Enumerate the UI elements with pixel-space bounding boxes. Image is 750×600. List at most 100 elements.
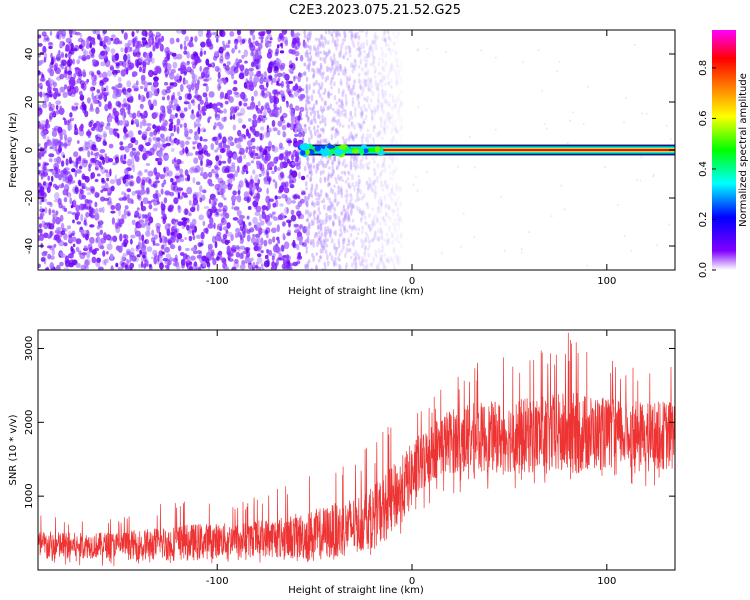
faint-noise-cell [308, 35, 312, 41]
faint-noise-cell [353, 79, 356, 86]
faint-noise-cell [339, 227, 343, 232]
faint-noise-cell [383, 155, 387, 163]
noise-cell [260, 237, 264, 245]
noise-cell [139, 85, 144, 90]
faint-noise-cell [327, 205, 331, 209]
faint-noise-cell [370, 223, 374, 229]
faint-noise-cell [318, 211, 322, 215]
noise-cell [288, 64, 293, 69]
faint-noise-cell [309, 163, 313, 168]
faint-noise-cell [359, 106, 363, 111]
faint-noise-cell [350, 225, 354, 232]
noise-cell [98, 221, 101, 228]
noise-cell [267, 162, 274, 167]
faint-noise-cell [307, 97, 310, 104]
noise-cell [183, 45, 188, 51]
noise-cell [102, 250, 106, 257]
noise-cell [202, 111, 207, 116]
faint-noise-cell [372, 234, 376, 240]
noise-cell [291, 200, 297, 204]
faint-noise-cell [313, 115, 316, 122]
noise-cell [128, 173, 131, 181]
noise-cell [38, 263, 41, 268]
noise-cell [259, 214, 262, 222]
noise-cell [203, 206, 210, 209]
faint-noise-cell [384, 43, 388, 48]
faint-noise-cell [306, 261, 310, 268]
noise-cell [239, 264, 246, 270]
noise-cell [226, 222, 231, 229]
noise-cell [48, 223, 55, 230]
faint-noise-cell [340, 98, 344, 104]
noise-cell [206, 251, 211, 259]
noise-cell [271, 170, 275, 175]
noise-cell [183, 122, 188, 128]
faint-noise-cell [359, 217, 363, 223]
faint-noise-cell [389, 193, 392, 200]
faint-noise-cell [391, 93, 394, 98]
faint-noise-cell [312, 62, 316, 66]
noise-cell [39, 91, 43, 98]
faint-noise-cell [332, 220, 335, 227]
faint-noise-cell [397, 185, 401, 192]
noise-cell [237, 112, 244, 116]
noise-cell [79, 160, 84, 167]
noise-cell [186, 174, 191, 182]
faint-noise-cell [305, 187, 308, 191]
faint-noise-cell [312, 73, 315, 79]
faint-noise-cell [321, 109, 324, 115]
faint-noise-cell [392, 31, 396, 36]
noise-cell [225, 266, 229, 270]
noise-cell [276, 236, 280, 241]
noise-cell [84, 233, 89, 241]
noise-cell [123, 128, 128, 133]
colorbar-gradient [712, 30, 736, 270]
noise-cell [277, 130, 281, 136]
faint-noise-cell [326, 177, 330, 183]
faint-noise-cell [356, 196, 360, 202]
noise-cell [225, 64, 230, 71]
faint-noise-cell [332, 126, 335, 131]
noise-cell [174, 254, 178, 261]
faint-noise-cell [393, 224, 397, 232]
noise-cell [56, 52, 61, 56]
faint-noise-cell [323, 232, 327, 237]
noise-cell [109, 66, 115, 71]
faint-noise-cell [337, 255, 340, 262]
noise-cell [173, 197, 179, 205]
faint-noise-cell [349, 90, 352, 95]
faint-noise-cell [319, 62, 323, 69]
faint-noise-cell [330, 201, 334, 207]
noise-cell [228, 96, 234, 103]
noise-cell [292, 194, 298, 200]
faint-noise-cell [357, 100, 361, 104]
faint-noise-cell [364, 221, 367, 225]
noise-cell [153, 168, 157, 174]
faint-noise-cell [318, 140, 322, 145]
noise-cell [90, 214, 95, 219]
noise-cell [62, 189, 67, 196]
noise-cell [83, 245, 88, 251]
noise-cell [95, 161, 99, 169]
noise-cell [234, 258, 239, 264]
faint-noise-cell [394, 103, 398, 110]
noise-cell [96, 257, 101, 263]
faint-noise-cell [387, 100, 391, 106]
noise-cell [65, 48, 68, 52]
noise-cell [236, 112, 242, 117]
speckle [556, 70, 558, 73]
noise-cell [39, 72, 43, 76]
noise-cell [229, 106, 235, 113]
faint-noise-cell [353, 123, 356, 131]
faint-noise-cell [326, 160, 330, 164]
faint-noise-cell [349, 88, 353, 93]
faint-noise-cell [395, 76, 398, 84]
noise-cell [241, 39, 246, 44]
faint-noise-cell [351, 218, 355, 223]
noise-cell [100, 237, 107, 244]
faint-noise-cell [365, 202, 369, 207]
faint-noise-cell [389, 78, 393, 84]
noise-cell [176, 37, 180, 43]
faint-noise-cell [338, 98, 341, 102]
noise-cell [228, 182, 231, 187]
